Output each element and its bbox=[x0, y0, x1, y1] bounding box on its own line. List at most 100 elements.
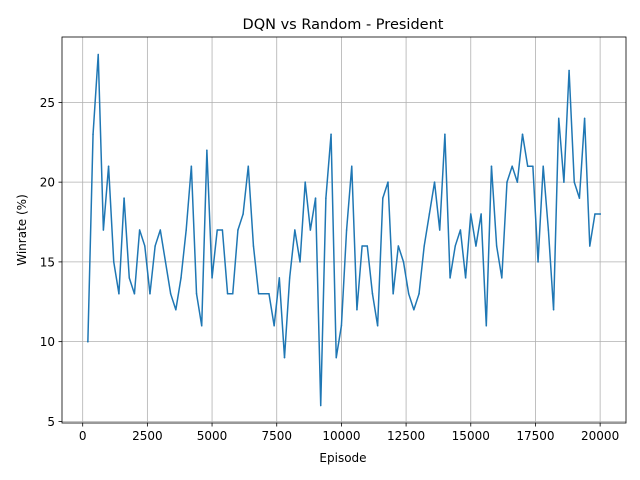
data-point bbox=[226, 293, 229, 295]
data-point bbox=[444, 133, 446, 136]
data-point bbox=[542, 165, 544, 167]
data-point bbox=[299, 261, 301, 263]
series-line bbox=[87, 53, 601, 407]
x-axis-title: Episode bbox=[319, 451, 366, 465]
data-point bbox=[237, 229, 239, 231]
data-point bbox=[356, 309, 358, 311]
data-point bbox=[345, 229, 348, 231]
data-point bbox=[480, 213, 482, 215]
data-point bbox=[195, 293, 198, 295]
x-tick-label: 12500 bbox=[387, 429, 425, 443]
data-point bbox=[278, 277, 281, 279]
data-point bbox=[376, 324, 379, 327]
data-point bbox=[459, 229, 462, 231]
data-point bbox=[366, 245, 369, 247]
data-point bbox=[495, 245, 498, 247]
data-point bbox=[112, 261, 115, 263]
data-point bbox=[578, 197, 581, 199]
data-point bbox=[413, 309, 415, 311]
data-point bbox=[319, 404, 322, 407]
data-point bbox=[242, 213, 244, 215]
data-point bbox=[283, 356, 286, 359]
data-point bbox=[185, 229, 187, 231]
data-point bbox=[382, 197, 384, 199]
data-point bbox=[490, 165, 493, 167]
data-point bbox=[221, 229, 224, 231]
data-point bbox=[557, 117, 560, 120]
data-point bbox=[563, 181, 565, 183]
data-point bbox=[92, 133, 94, 136]
chart-title: DQN vs Random - President bbox=[243, 17, 444, 33]
data-point bbox=[180, 277, 182, 279]
data-point bbox=[402, 261, 405, 263]
data-point bbox=[149, 293, 151, 295]
data-point bbox=[516, 181, 519, 183]
data-point bbox=[304, 181, 306, 183]
data-point bbox=[252, 245, 255, 247]
data-point bbox=[552, 309, 555, 311]
data-point bbox=[294, 229, 296, 231]
data-point bbox=[407, 293, 410, 295]
data-point bbox=[200, 324, 203, 327]
data-point bbox=[526, 165, 529, 167]
data-point bbox=[164, 261, 167, 263]
data-point bbox=[423, 245, 425, 247]
data-point bbox=[144, 245, 146, 247]
data-point bbox=[118, 293, 120, 295]
data-point bbox=[464, 277, 467, 279]
y-tick-label: 15 bbox=[40, 255, 55, 269]
data-point bbox=[392, 293, 394, 295]
data-point bbox=[433, 181, 436, 183]
x-tick-label: 7500 bbox=[261, 429, 292, 443]
data-point bbox=[568, 69, 570, 72]
data-point bbox=[511, 165, 513, 167]
data-point bbox=[330, 133, 332, 136]
data-point bbox=[449, 277, 451, 279]
x-tick-label: 15000 bbox=[452, 429, 490, 443]
data-point bbox=[97, 53, 99, 56]
data-point bbox=[206, 149, 208, 151]
data-point bbox=[532, 165, 534, 167]
data-point bbox=[485, 324, 488, 327]
data-point bbox=[589, 245, 591, 247]
data-point bbox=[547, 229, 550, 231]
data-point bbox=[232, 293, 234, 295]
x-tick-label: 10000 bbox=[322, 429, 360, 443]
data-point bbox=[309, 229, 312, 231]
y-tick-label: 25 bbox=[40, 96, 55, 110]
x-tick-label: 0 bbox=[79, 429, 87, 443]
data-point bbox=[506, 181, 508, 183]
data-point bbox=[128, 277, 131, 279]
y-axis-ticks: 5 10 15 20 25 bbox=[40, 96, 62, 429]
data-point bbox=[273, 324, 275, 327]
data-point bbox=[361, 245, 363, 247]
data-point bbox=[594, 213, 596, 215]
y-tick-label: 5 bbox=[47, 415, 55, 429]
data-point bbox=[216, 229, 218, 231]
data-point bbox=[599, 213, 601, 215]
x-tick-label: 5000 bbox=[197, 429, 228, 443]
data-point bbox=[335, 356, 337, 359]
data-point bbox=[123, 197, 125, 199]
data-point bbox=[397, 245, 400, 247]
data-point bbox=[351, 165, 353, 167]
y-axis-title: Winrate (%) bbox=[15, 194, 29, 266]
x-tick-label: 20000 bbox=[581, 429, 619, 443]
data-point bbox=[438, 229, 441, 231]
data-point bbox=[133, 293, 136, 295]
data-point bbox=[87, 340, 89, 343]
data-point bbox=[501, 277, 503, 279]
data-point bbox=[190, 165, 193, 167]
data-point bbox=[159, 229, 162, 231]
data-point bbox=[387, 181, 389, 183]
data-point bbox=[138, 229, 141, 231]
series-points bbox=[87, 53, 601, 407]
data-point bbox=[583, 117, 586, 120]
data-point bbox=[454, 245, 456, 247]
data-point bbox=[428, 213, 431, 215]
data-point bbox=[211, 277, 213, 279]
data-point bbox=[257, 293, 260, 295]
y-tick-label: 10 bbox=[40, 335, 55, 349]
data-point bbox=[268, 293, 270, 295]
